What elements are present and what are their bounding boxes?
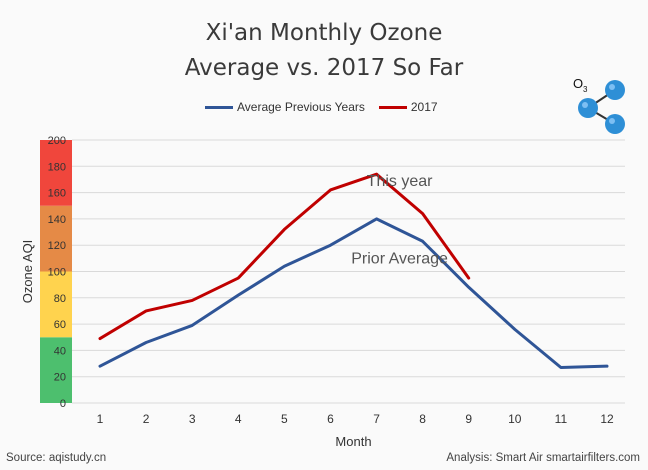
chart-title-line-2: Average vs. 2017 So Far — [184, 55, 464, 81]
source-note: Source: aqistudy.cn — [6, 452, 107, 464]
y-tick-label: 100 — [48, 267, 66, 279]
aqi-band-2 — [40, 205, 72, 272]
y-tick-label: 140 — [48, 214, 66, 226]
x-tick-label: 10 — [508, 412, 522, 426]
chart-title-line-1: Xi'an Monthly Ozone — [205, 20, 443, 46]
legend-swatch-average — [205, 105, 233, 109]
x-tick-label: 7 — [373, 412, 380, 426]
annotation-1: Prior Average — [351, 251, 448, 268]
legend-label-2017: 2017 — [410, 100, 438, 114]
x-tick-label: 9 — [465, 412, 472, 426]
y-tick-label: 0 — [60, 398, 66, 410]
legend-item-2017: 2017 — [378, 100, 438, 114]
y-tick-label: 180 — [48, 161, 66, 173]
x-tick-label: 6 — [327, 412, 334, 426]
series-line-0 — [98, 217, 609, 369]
x-tick-label: 4 — [235, 412, 242, 426]
legend-item-average: Average Previous Years — [205, 100, 365, 114]
y-tick-label: 200 — [48, 135, 66, 147]
aqi-band-0 — [40, 337, 72, 403]
molecule-subscript: 3 — [583, 85, 588, 94]
series-line-1 — [98, 172, 471, 341]
y-tick-label: 160 — [48, 188, 66, 200]
molecule-label: O — [573, 76, 583, 91]
x-tick-label: 12 — [600, 412, 614, 426]
x-tick-label: 11 — [555, 412, 568, 426]
x-tick-label: 5 — [281, 412, 288, 426]
y-tick-label: 40 — [54, 345, 66, 357]
y-axis-label: Ozone AQI — [20, 240, 35, 304]
y-tick-label: 20 — [54, 372, 66, 384]
legend-label-average: Average Previous Years — [237, 100, 365, 114]
y-tick-label: 60 — [54, 319, 66, 331]
x-tick-label: 8 — [419, 412, 426, 426]
analysis-note: Analysis: Smart Air smartairfilters.com — [446, 452, 640, 464]
ozone-molecule-icon: O 3 — [573, 76, 625, 134]
chart-legend: Average Previous Years 2017 — [205, 98, 452, 116]
x-tick-label: 3 — [189, 412, 196, 426]
legend-swatch-2017 — [378, 105, 407, 109]
x-tick-label: 2 — [143, 412, 150, 426]
x-axis-label: Month — [335, 434, 371, 449]
x-tick-label: 1 — [97, 412, 104, 426]
annotation-0: This year — [367, 173, 433, 190]
y-tick-label: 80 — [54, 293, 66, 305]
y-tick-label: 120 — [48, 240, 66, 252]
aqi-band-1 — [40, 271, 72, 338]
aqi-band-3 — [40, 140, 72, 206]
